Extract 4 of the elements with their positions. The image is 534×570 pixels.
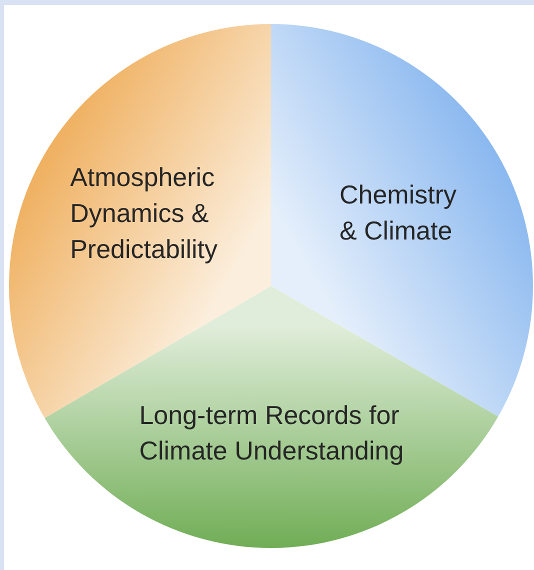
pie-slice	[44, 286, 498, 548]
slice-label: Long-term Records for Climate Understanding	[139, 400, 404, 466]
slice-label: Atmospheric Dynamics & Predictability	[70, 162, 218, 264]
slice-label: Chemistry & Climate	[339, 180, 456, 246]
